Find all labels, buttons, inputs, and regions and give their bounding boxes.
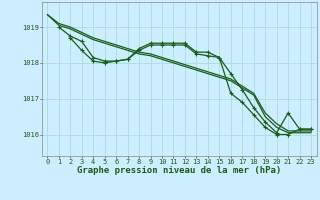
X-axis label: Graphe pression niveau de la mer (hPa): Graphe pression niveau de la mer (hPa) <box>77 166 281 175</box>
